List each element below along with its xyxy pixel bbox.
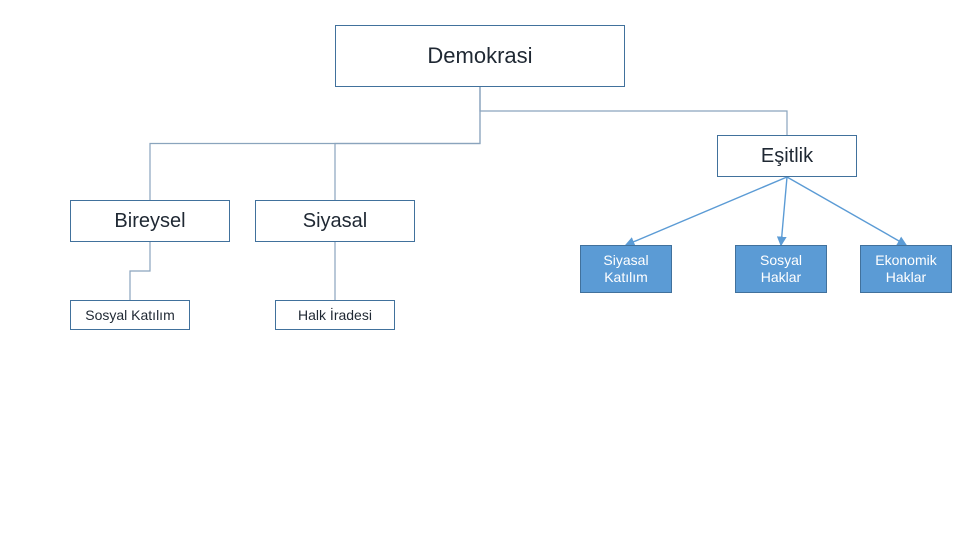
node-halk-iradesi: Halk İradesi (275, 300, 395, 330)
node-label: Siyasal (303, 209, 367, 233)
node-ekonomik-haklar: EkonomikHaklar (860, 245, 952, 293)
node-esitlik: Eşitlik (717, 135, 857, 177)
node-sosyal-katilim: Sosyal Katılım (70, 300, 190, 330)
node-bireysel: Bireysel (70, 200, 230, 242)
node-demokrasi: Demokrasi (335, 25, 625, 87)
node-label: Demokrasi (427, 43, 532, 69)
node-label: Bireysel (114, 209, 185, 233)
node-label: Eşitlik (761, 144, 813, 168)
node-label: Halk İradesi (298, 307, 372, 324)
node-label: SiyasalKatılım (603, 252, 648, 286)
node-siyasal-katilim: SiyasalKatılım (580, 245, 672, 293)
node-sosyal-haklar: SosyalHaklar (735, 245, 827, 293)
node-label: Sosyal Katılım (85, 307, 174, 324)
node-label: SosyalHaklar (760, 252, 802, 286)
node-label: EkonomikHaklar (875, 252, 936, 286)
node-siyasal: Siyasal (255, 200, 415, 242)
